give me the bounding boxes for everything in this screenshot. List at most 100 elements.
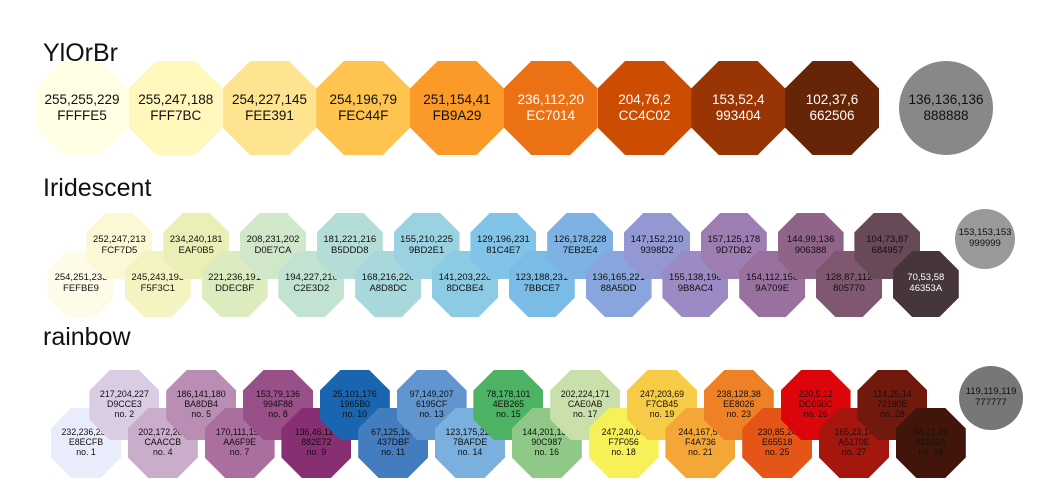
rgb-label: 208,231,202 bbox=[246, 234, 300, 246]
swatch-ylorbr: 251,154,41 FB9A29 bbox=[410, 61, 504, 155]
hex-label: BA8DB4 bbox=[184, 399, 219, 410]
hex-label: DC050C bbox=[798, 399, 833, 410]
number-label: no. 25 bbox=[764, 446, 790, 457]
swatch-rainbow: 144,201,135 90C987 no. 16 bbox=[511, 408, 582, 478]
rgb-label: 202,172,203 bbox=[138, 427, 188, 438]
rgb-label: 221,236,191 bbox=[208, 272, 262, 284]
number-label: no. 26 bbox=[803, 408, 828, 419]
swatch-rainbow: 170,111,158 AA6F9E no. 7 bbox=[204, 408, 275, 478]
hex-label: EC7014 bbox=[526, 108, 576, 123]
hex-label: 9B8AC4 bbox=[677, 283, 714, 294]
hex-label: FEC44F bbox=[338, 108, 389, 123]
hex-label: A5170E bbox=[838, 437, 870, 448]
rgb-label: 154,112,158 bbox=[746, 272, 799, 284]
swatch-ylorbr: 254,196,79 FEC44F bbox=[316, 61, 411, 155]
rgb-label: 136,136,136 bbox=[908, 92, 984, 108]
rgb-label: 136,165,221 bbox=[592, 272, 646, 284]
rgb-label: 170,111,158 bbox=[215, 427, 264, 438]
bad-color-iridescent: 153,153,153 999999 bbox=[955, 209, 1015, 269]
rgb-label: 123,188,231 bbox=[515, 272, 569, 284]
rgb-label: 70,53,58 bbox=[907, 272, 945, 284]
hex-label: 777777 bbox=[975, 397, 1007, 408]
hex-label: FEE391 bbox=[245, 108, 294, 123]
hex-label: 882E72 bbox=[301, 437, 332, 448]
rgb-label: 165,23,14 bbox=[834, 427, 874, 438]
hex-label: FFF7BC bbox=[150, 108, 202, 123]
number-label: no. 16 bbox=[534, 446, 560, 457]
number-label: no. 23 bbox=[726, 408, 752, 419]
swatch-ylorbr: 204,76,2 CC4C02 bbox=[597, 61, 692, 155]
number-label: no. 19 bbox=[649, 408, 675, 419]
swatch-iridescent: 129,196,231 81C4E7 bbox=[470, 213, 537, 279]
rgb-label: 254,251,233 bbox=[54, 272, 108, 284]
hex-label: F7F056 bbox=[608, 437, 639, 448]
hex-label: EAF0B5 bbox=[178, 245, 214, 256]
hex-label: E65518 bbox=[762, 437, 793, 448]
rgb-label: 119,119,119 bbox=[965, 386, 1017, 398]
rgb-label: 255,255,229 bbox=[44, 92, 120, 108]
rgb-label: 181,221,216 bbox=[323, 234, 377, 246]
number-label: no. 21 bbox=[688, 446, 713, 457]
hex-label: CAACCB bbox=[144, 437, 182, 448]
number-label: no. 8 bbox=[268, 408, 288, 419]
number-label: no. 10 bbox=[342, 408, 368, 419]
hex-label: C2E3D2 bbox=[293, 283, 330, 294]
swatch-rainbow: 165,23,14 A5170E no. 27 bbox=[819, 408, 889, 478]
swatch-iridescent: 70,53,58 46353A bbox=[892, 251, 959, 317]
rgb-label: 157,125,178 bbox=[707, 234, 761, 246]
rgb-label: 153,79,136 bbox=[255, 389, 301, 400]
hex-label: 46353A bbox=[909, 283, 943, 294]
hex-label: FFFFE5 bbox=[57, 108, 107, 123]
rgb-label: 245,243,193 bbox=[131, 272, 185, 284]
number-label: no. 1 bbox=[76, 446, 96, 457]
rgb-label: 194,227,210 bbox=[284, 272, 338, 284]
hex-label: D9CCE3 bbox=[107, 399, 142, 410]
swatch-ylorbr: 153,52,4 993404 bbox=[691, 61, 786, 155]
hex-label: AA6F9E bbox=[223, 437, 256, 448]
hex-label: 437DBF bbox=[377, 437, 410, 448]
hex-label: 9A709E bbox=[755, 283, 790, 294]
bad-color-rainbow: 119,119,119 777777 bbox=[959, 366, 1023, 430]
number-label: no. 28 bbox=[880, 408, 905, 419]
swatch-ylorbr: 236,112,20 EC7014 bbox=[503, 61, 598, 155]
rgb-label: 67,125,191 bbox=[371, 427, 416, 438]
hex-label: 4EB265 bbox=[492, 399, 525, 410]
number-label: no. 15 bbox=[496, 408, 521, 419]
number-label: no. 27 bbox=[841, 446, 867, 457]
rgb-label: 254,196,79 bbox=[329, 92, 398, 108]
hex-label: 684957 bbox=[871, 245, 904, 256]
hex-label: 906388 bbox=[794, 245, 827, 256]
hex-label: EE8026 bbox=[723, 399, 755, 410]
rgb-label: 147,152,210 bbox=[630, 234, 684, 246]
swatch-ylorbr: 255,255,229 FFFFE5 bbox=[35, 61, 129, 155]
hex-label: 72190E bbox=[877, 399, 908, 410]
swatch-ylorbr: 102,37,6 662506 bbox=[785, 61, 879, 155]
rgb-label: 202,224,171 bbox=[560, 389, 610, 400]
rgb-label: 66,21,10 bbox=[913, 427, 948, 438]
hex-label: 805770 bbox=[833, 283, 865, 294]
hex-label: 9398D2 bbox=[640, 245, 674, 256]
number-label: no. 14 bbox=[457, 446, 483, 457]
rgb-label: 254,227,145 bbox=[231, 92, 308, 108]
hex-label: 7BAFDE bbox=[452, 437, 488, 448]
rgb-label: 186,141,180 bbox=[176, 389, 226, 400]
rgb-label: 155,138,196 bbox=[668, 272, 722, 284]
swatch-rainbow: 66,21,10 42150A no. 29 bbox=[895, 408, 966, 478]
rgb-label: 244,167,54 bbox=[678, 427, 723, 438]
rgb-label: 217,204,227 bbox=[99, 389, 149, 400]
hex-label: CC4C02 bbox=[618, 108, 671, 123]
rgb-label: 204,76,2 bbox=[618, 92, 671, 108]
hex-label: 90C987 bbox=[531, 437, 563, 448]
hex-label: FB9A29 bbox=[432, 108, 482, 123]
hex-label: DDECBF bbox=[215, 283, 255, 294]
hex-label: 7BBCE7 bbox=[523, 283, 561, 294]
rgb-label: 238,128,38 bbox=[716, 389, 761, 400]
palette-title-iridescent: Iridescent bbox=[43, 174, 152, 202]
rgb-label: 126,178,228 bbox=[553, 234, 607, 246]
hex-label: F7CB45 bbox=[645, 399, 679, 410]
hex-label: 1965B0 bbox=[339, 399, 370, 410]
hex-label: E8ECFB bbox=[68, 437, 104, 448]
hex-label: 888888 bbox=[923, 108, 969, 123]
hex-label: 6195CF bbox=[415, 399, 448, 410]
bad-color-ylorbr: 136,136,136 888888 bbox=[899, 61, 993, 155]
